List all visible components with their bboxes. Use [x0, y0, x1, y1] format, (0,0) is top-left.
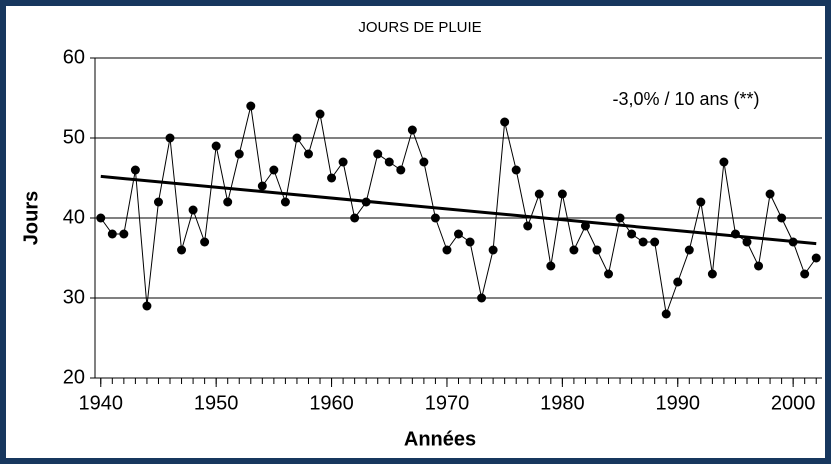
data-point: [454, 229, 463, 239]
data-point: [211, 141, 221, 151]
data-point: [107, 229, 117, 239]
data-point: [130, 165, 140, 175]
data-point: [511, 165, 521, 175]
data-point: [269, 165, 279, 175]
data-point: [96, 213, 106, 223]
data-point: [246, 101, 256, 111]
y-axis-label: Jours: [20, 191, 42, 245]
data-point: [465, 237, 475, 247]
data-point: [684, 245, 694, 255]
data-point: [754, 261, 764, 271]
data-point: [223, 197, 233, 207]
data-point: [142, 301, 152, 311]
x-axis-label: Années: [404, 428, 476, 450]
x-tick-label: 1950: [194, 392, 239, 414]
data-point: [200, 237, 210, 247]
data-point: [165, 133, 175, 143]
data-point: [730, 229, 740, 239]
data-point: [604, 269, 614, 279]
data-point: [534, 189, 544, 199]
data-point: [500, 117, 510, 127]
y-tick-label: 60: [63, 46, 85, 68]
data-point: [800, 269, 810, 279]
data-point: [811, 253, 821, 263]
data-point: [350, 213, 360, 223]
trend-line: [100, 174, 817, 246]
data-point: [234, 149, 244, 159]
y-tick-label: 30: [63, 286, 85, 308]
x-tick-label: 1980: [540, 392, 585, 414]
data-point: [396, 165, 406, 175]
data-point: [592, 245, 602, 255]
y-tick-label: 50: [63, 126, 85, 148]
data-point: [419, 157, 429, 167]
data-point: [719, 157, 729, 167]
data-point: [488, 245, 498, 255]
data-point: [119, 229, 129, 239]
data-point: [627, 229, 637, 239]
data-point: [430, 213, 440, 223]
data-point: [788, 237, 798, 247]
data-point: [188, 205, 198, 215]
data-point: [673, 277, 683, 287]
x-tick-label: 1990: [656, 392, 701, 414]
data-point: [580, 221, 590, 231]
data-point: [523, 221, 533, 231]
data-point: [442, 245, 452, 255]
x-tick-label: 1960: [309, 392, 354, 414]
data-point: [569, 245, 579, 255]
data-point: [742, 237, 752, 247]
chart-title: JOURS DE PLUIE: [358, 19, 481, 36]
data-point: [384, 157, 394, 167]
y-tick-label: 40: [63, 206, 85, 228]
data-point: [477, 293, 487, 303]
data-point: [257, 181, 267, 191]
data-point: [696, 197, 706, 207]
data-point: [292, 133, 302, 143]
data-point: [777, 213, 787, 223]
data-point: [327, 173, 337, 183]
annotation: -3,0% / 10 ans (**): [612, 89, 759, 109]
data-point: [153, 197, 163, 207]
data-point: [315, 109, 325, 119]
data-point: [407, 125, 417, 135]
data-point: [707, 269, 717, 279]
data-point: [373, 149, 383, 159]
x-tick-label: 1940: [79, 392, 124, 414]
data-point: [338, 157, 348, 167]
data-point: [303, 149, 313, 159]
data-point: [557, 189, 567, 199]
x-tick-label: 2000: [771, 392, 816, 414]
data-point: [765, 189, 775, 199]
x-tick-label: 1970: [425, 392, 470, 414]
y-tick-label: 20: [63, 366, 85, 388]
data-point: [638, 237, 648, 247]
data-point: [546, 261, 556, 271]
data-point: [361, 197, 371, 207]
data-point: [280, 197, 290, 207]
data-point: [177, 245, 187, 255]
data-point: [661, 309, 671, 319]
data-point: [650, 237, 660, 247]
data-point: [615, 213, 625, 223]
